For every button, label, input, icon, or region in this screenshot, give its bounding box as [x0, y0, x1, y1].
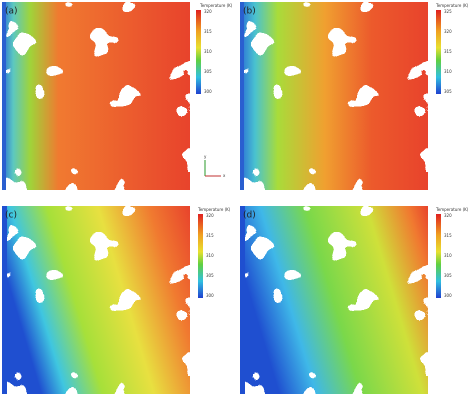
- tick-label: 320: [444, 29, 452, 34]
- pores: [2, 206, 190, 394]
- tick-label: 320: [206, 213, 214, 218]
- axis-label: y: [204, 154, 207, 159]
- tick-label: 310: [444, 69, 452, 74]
- tick-label: 310: [444, 253, 452, 258]
- tick-label: 315: [444, 49, 452, 54]
- legend-title: Temperature (K): [435, 207, 469, 212]
- tick-label: 300: [204, 89, 212, 94]
- inlet: [2, 2, 6, 190]
- panel-label: (b): [243, 7, 256, 17]
- colorbar: Temperature (K) 320 315 310 305 300: [197, 207, 231, 298]
- tick-label: 300: [206, 293, 214, 298]
- tick-label: 315: [206, 233, 214, 238]
- inlet: [240, 206, 245, 394]
- axis-label: x: [223, 173, 226, 178]
- tick-label: 315: [204, 29, 212, 34]
- panel: (d) Temperature (K) 320 315 310 305 300: [240, 206, 469, 394]
- colorbar-scale: [436, 214, 441, 298]
- tick-label: 300: [444, 293, 452, 298]
- tick-label: 305: [204, 69, 212, 74]
- colorbar-scale: [198, 214, 203, 298]
- tick-label: 305: [206, 273, 214, 278]
- tick-label: 320: [444, 213, 452, 218]
- tick-label: 325: [444, 9, 452, 14]
- pores: [2, 2, 190, 190]
- tick-label: 320: [204, 9, 212, 14]
- colorbar-scale: [196, 10, 201, 94]
- legend-title: Temperature (K): [197, 207, 231, 212]
- panel: (c) Temperature (K) 320 315 310 305 300: [2, 206, 231, 394]
- panel: (a) Temperature (K) 320 315 310 305 300: [2, 2, 233, 190]
- legend-title: Temperature (K): [435, 3, 469, 8]
- tick-label: 305: [444, 273, 452, 278]
- colorbar: Temperature (K) 320 315 310 305 300: [196, 3, 233, 94]
- colorbar-scale: [436, 10, 441, 94]
- panel-label: (d): [243, 211, 256, 221]
- tick-label: 310: [204, 49, 212, 54]
- panel-label: (a): [5, 7, 18, 17]
- tick-label: 305: [444, 89, 452, 94]
- inlet: [240, 2, 244, 190]
- pores: [240, 2, 428, 190]
- colorbar: Temperature (K) 320 315 310 305 300: [435, 207, 469, 298]
- legend-title: Temperature (K): [199, 3, 233, 8]
- panel: (b) Temperature (K) 325 320 315 310 305: [240, 2, 469, 190]
- tick-label: 315: [444, 233, 452, 238]
- colorbar: Temperature (K) 325 320 315 310 305: [435, 3, 469, 94]
- panel-label: (c): [5, 211, 17, 221]
- axis-triad: y x: [204, 154, 226, 178]
- tick-label: 310: [206, 253, 214, 258]
- pores: [240, 206, 428, 394]
- inlet: [2, 206, 7, 394]
